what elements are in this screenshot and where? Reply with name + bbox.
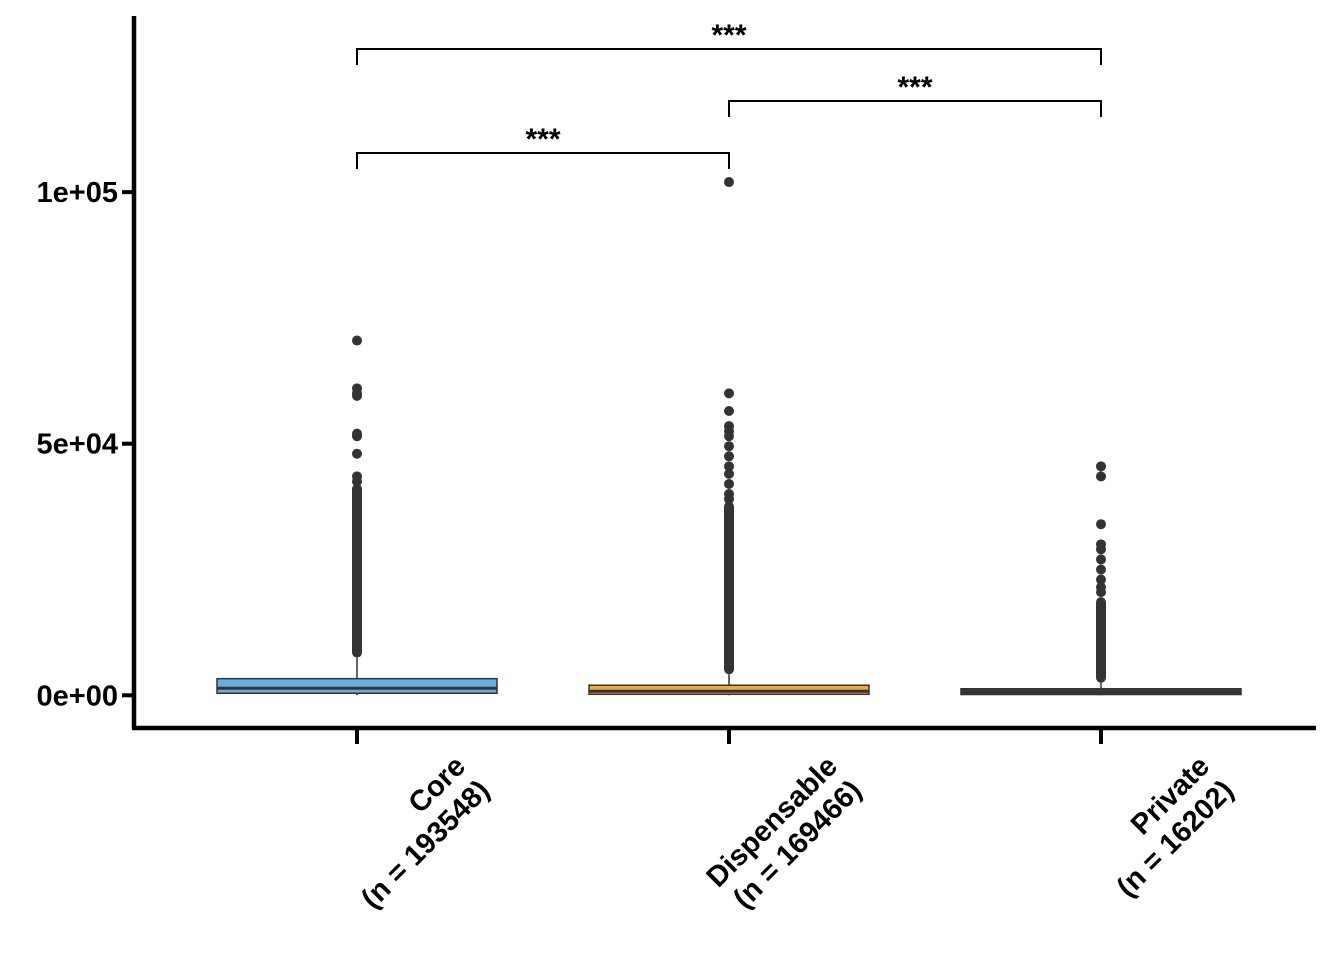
outlier-point	[1096, 519, 1106, 530]
outlier-point	[352, 390, 362, 401]
box-iqr	[588, 684, 870, 696]
y-tick-label: 1e+05	[37, 177, 118, 209]
outlier-point	[1096, 554, 1106, 565]
significance-brackets: *** *** ***	[356, 19, 1102, 169]
outlier-point	[1096, 461, 1106, 472]
comparison-bracket	[356, 48, 1102, 65]
x-tick-label: Core(n = 193548)	[331, 750, 496, 915]
outlier-points	[352, 177, 1106, 598]
outlier-point	[352, 431, 362, 442]
outlier-point	[724, 451, 734, 462]
outlier-point	[724, 468, 734, 479]
y-tick-label: 0e+00	[37, 680, 118, 712]
x-tick-label: Private(n = 16202)	[1087, 750, 1240, 903]
outlier-point	[1096, 564, 1106, 575]
outlier-cluster	[352, 483, 362, 658]
outlier-point	[352, 448, 362, 459]
outlier-point	[1096, 471, 1106, 482]
outlier-cluster	[724, 501, 734, 675]
y-tick-label: 5e+04	[37, 429, 118, 461]
box-iqr	[216, 677, 498, 695]
outlier-point	[1096, 544, 1106, 555]
outlier-point	[724, 461, 734, 472]
dense-outlier-columns	[352, 483, 1106, 683]
axes	[131, 16, 1316, 731]
significance-label: ***	[711, 19, 746, 52]
boxes	[216, 657, 1242, 696]
outlier-point	[724, 478, 734, 489]
outlier-point	[352, 476, 362, 487]
outlier-point	[724, 405, 734, 416]
x-ticks: Core(n = 193548) Dispensable(n = 169466) P…	[331, 730, 1240, 917]
y-ticks: 0e+00 5e+04 1e+05	[37, 177, 134, 712]
outlier-point	[724, 177, 734, 188]
outlier-point	[724, 494, 734, 505]
outlier-point	[352, 335, 362, 346]
x-tick-label: Dispensable(n = 169466)	[701, 750, 868, 917]
outlier-point	[724, 441, 734, 452]
outlier-point	[1096, 587, 1106, 598]
comparison-bracket	[356, 152, 730, 169]
significance-label: ***	[525, 123, 560, 156]
significance-label: ***	[897, 71, 932, 104]
outlier-point	[1096, 574, 1106, 585]
comparison-bracket	[728, 100, 1102, 117]
outlier-point	[724, 431, 734, 442]
outlier-cluster	[1096, 597, 1106, 683]
outlier-point	[724, 388, 734, 399]
